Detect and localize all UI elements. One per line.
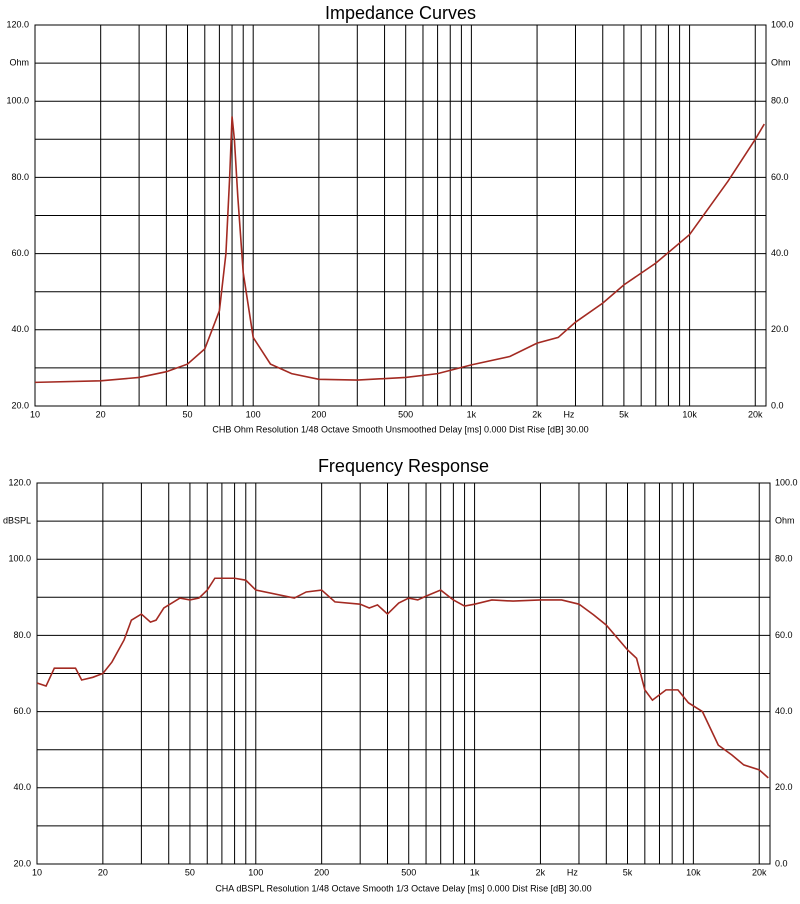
x-tick-label: 100 — [246, 409, 261, 419]
x-tick-label: 2k — [536, 867, 546, 877]
x-tick-label: 20k — [748, 409, 763, 419]
x-tick-label: 1k — [470, 867, 480, 877]
x-axis-label: CHA dBSPL Resolution 1/48 Octave Smooth … — [215, 883, 591, 893]
x-tick-label: 5k — [619, 409, 629, 419]
x-tick-label: 10k — [682, 409, 697, 419]
plot-frame — [36, 482, 771, 865]
y-tick-label: 40.0 — [11, 324, 29, 334]
y-tick-label: 60.0 — [11, 248, 29, 258]
x-tick-label: 50 — [183, 409, 193, 419]
x-tick-label: 2k — [532, 409, 542, 419]
x-tick-label: 5k — [623, 867, 633, 877]
y2-tick-label: 100.0 — [775, 477, 798, 487]
y-tick-label: dBSPL — [3, 515, 31, 525]
y2-tick-label: 20.0 — [771, 324, 789, 334]
y2-tick-label: 100.0 — [771, 19, 794, 29]
y-tick-label: 20.0 — [13, 858, 31, 868]
y-tick-label: 120.0 — [6, 19, 29, 29]
x-tick-label: 1k — [467, 409, 477, 419]
y-tick-label: 60.0 — [13, 706, 31, 716]
y2-tick-label: 60.0 — [771, 172, 789, 182]
y-tick-label: 100.0 — [6, 96, 29, 106]
y2-tick-label: 0.0 — [771, 400, 784, 410]
y2-tick-label: 60.0 — [775, 630, 793, 640]
y2-tick-label: 80.0 — [771, 96, 789, 106]
y2-tick-label: 20.0 — [775, 782, 793, 792]
y2-tick-label: Ohm — [775, 515, 795, 525]
chart-title: Frequency Response — [318, 456, 489, 476]
y2-tick-label: 80.0 — [775, 554, 793, 564]
y2-tick-label: 40.0 — [775, 706, 793, 716]
y2-tick-label: Ohm — [771, 57, 791, 67]
x-tick-label: 20 — [96, 409, 106, 419]
x-tick-label: 10 — [30, 409, 40, 419]
x-tick-label: 500 — [401, 867, 416, 877]
data-line — [34, 116, 765, 384]
y-tick-label: 80.0 — [11, 172, 29, 182]
x-tick-label: Hz — [567, 867, 578, 877]
y-tick-label: 20.0 — [11, 400, 29, 410]
y-tick-label: Ohm — [9, 57, 29, 67]
y-tick-label: 40.0 — [13, 782, 31, 792]
x-tick-label: 10k — [686, 867, 701, 877]
data-line — [36, 577, 769, 779]
chart-title: Impedance Curves — [325, 3, 476, 23]
y-tick-label: 80.0 — [13, 630, 31, 640]
y-tick-label: 100.0 — [8, 554, 31, 564]
x-tick-label: Hz — [563, 409, 574, 419]
x-axis-label: CHB Ohm Resolution 1/48 Octave Smooth Un… — [212, 424, 588, 434]
x-tick-label: 20 — [98, 867, 108, 877]
x-tick-label: 50 — [185, 867, 195, 877]
x-tick-label: 500 — [398, 409, 413, 419]
x-tick-label: 200 — [314, 867, 329, 877]
x-tick-label: 10 — [32, 867, 42, 877]
y-tick-label: 120.0 — [8, 477, 31, 487]
x-tick-label: 100 — [248, 867, 263, 877]
y2-tick-label: 40.0 — [771, 248, 789, 258]
plot-frame — [34, 24, 767, 407]
y2-tick-label: 0.0 — [775, 858, 788, 868]
x-tick-label: 20k — [752, 867, 767, 877]
x-tick-label: 200 — [311, 409, 326, 419]
